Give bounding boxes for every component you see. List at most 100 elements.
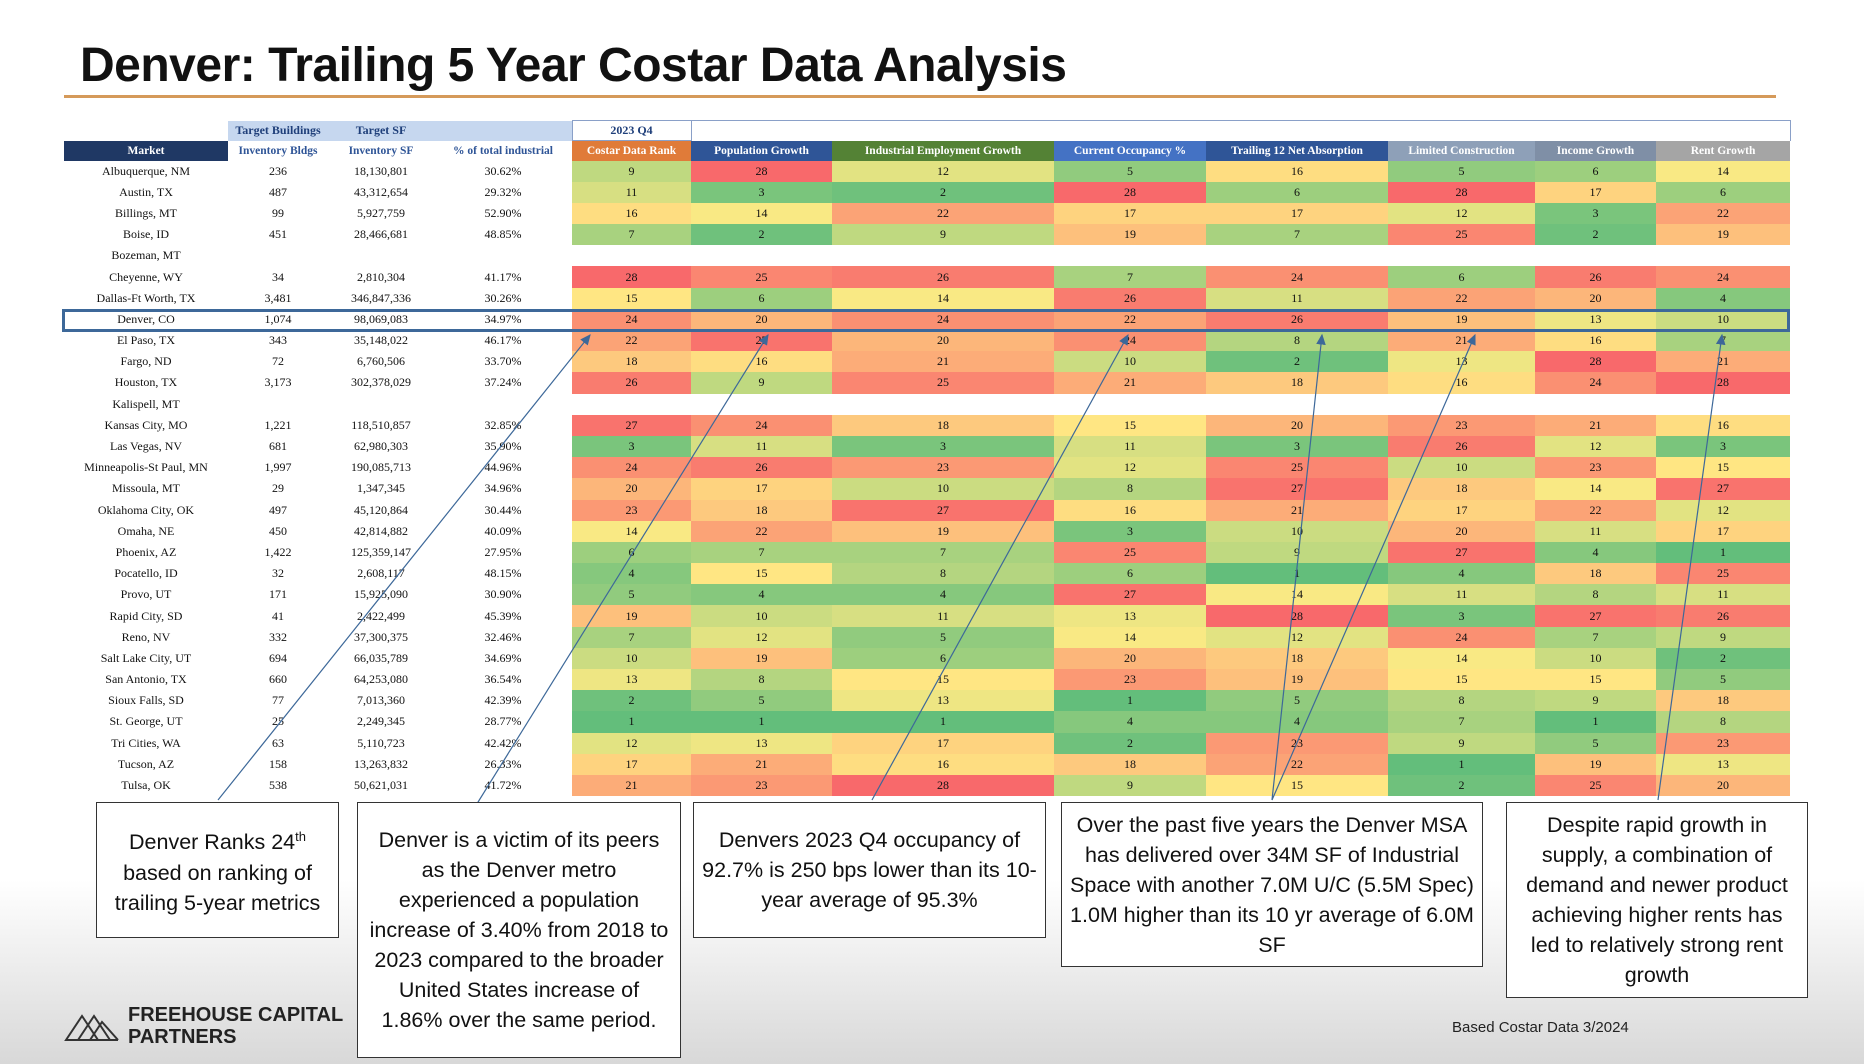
rank-cell: 8: [1388, 690, 1535, 712]
pct-industrial-cell: 34.96%: [484, 481, 522, 496]
inventory-sf-cell: 43,312,654: [354, 184, 408, 199]
rank-cell: 12: [1535, 435, 1656, 458]
rank-cell: 3: [832, 435, 1054, 458]
rank-cell: 11: [572, 181, 691, 203]
rank-cell: 11: [1054, 435, 1206, 458]
rank-cell: 26: [1206, 308, 1388, 330]
rank-cell: 12: [1054, 457, 1206, 479]
pct-industrial-cell: 41.72%: [484, 778, 522, 793]
rank-cell: 9: [1656, 626, 1791, 648]
rank-cell: 6: [832, 647, 1054, 669]
rank-cell: 14: [1206, 584, 1388, 606]
rank-cell: 10: [572, 647, 691, 669]
rank-cell: 24: [1535, 372, 1656, 394]
rank-cell: 22: [1054, 308, 1206, 330]
rank-cell: 17: [572, 753, 691, 775]
rank-cell: 3: [1206, 435, 1388, 458]
column-header: Market: [64, 140, 228, 161]
rank-cell: 10: [1656, 308, 1791, 330]
inventory-sf-cell: 2,249,345: [357, 714, 405, 729]
rank-cell: 28: [1535, 351, 1656, 373]
pct-industrial-cell: 30.90%: [484, 587, 522, 602]
inventory-bldgs-cell: [228, 245, 328, 267]
pct-industrial-cell: 48.15%: [484, 566, 522, 581]
rank-cell: 24: [572, 308, 691, 330]
pct-industrial-cell: 32.85%: [484, 417, 522, 432]
market-cell: Bozeman, MT: [64, 245, 228, 267]
pct-industrial-cell: 37.24%: [484, 375, 522, 390]
page-title: Denver: Trailing 5 Year Costar Data Anal…: [80, 39, 1067, 92]
inventory-bldgs-cell: 1,221: [264, 417, 292, 432]
pct-industrial-cell: 28.77%: [484, 714, 522, 729]
callout-denver-rank: Denver Ranks 24th based on ranking of tr…: [96, 802, 339, 938]
market-cell: Phoenix, AZ: [115, 544, 177, 559]
rank-cell: 9: [832, 224, 1054, 246]
market-cell: Dallas-Ft Worth, TX: [96, 290, 196, 305]
callout-population: Denver is a victim of its peers as the D…: [357, 802, 681, 1058]
logo-line-1: FREEHOUSE CAPITAL: [128, 1004, 344, 1026]
inventory-bldgs-cell: 236: [269, 163, 287, 178]
rank-cell: [1388, 393, 1535, 415]
rank-cell: 27: [691, 330, 832, 352]
market-cell: El Paso, TX: [116, 333, 176, 348]
column-header: Limited Construction: [1388, 140, 1535, 161]
rank-cell: 20: [1054, 647, 1206, 669]
pct-industrial-cell: [434, 245, 572, 267]
inventory-sf-cell: 6,760,506: [357, 354, 405, 369]
inventory-sf-cell: 18,130,801: [354, 163, 408, 178]
rank-cell: 11: [1388, 584, 1535, 606]
rank-cell: 19: [1206, 669, 1388, 691]
house-logo-icon: [64, 1014, 119, 1041]
rank-cell: 10: [691, 605, 832, 627]
inventory-sf-cell: 37,300,375: [354, 629, 408, 644]
rank-cell: 7: [1656, 330, 1791, 352]
market-cell: Oklahoma City, OK: [97, 502, 195, 517]
rank-cell: 24: [1656, 266, 1791, 288]
rank-cell: 7: [1054, 266, 1206, 288]
inventory-sf-cell: 125,359,147: [351, 544, 411, 559]
table-row: Houston, TX 3,173 302,378,029 37.24% 26 9 25 21…: [64, 372, 1791, 394]
rank-cell: 21: [1054, 372, 1206, 394]
inventory-bldgs-cell: 158: [269, 756, 287, 771]
rank-cell: 28: [1656, 372, 1791, 394]
pct-industrial-cell: 48.85%: [484, 227, 522, 242]
rank-cell: 20: [1206, 414, 1388, 436]
rank-cell: 17: [1535, 181, 1656, 203]
pct-industrial-cell: 29.32%: [484, 184, 522, 199]
group-header-row: Target Buildings Target SF 2023 Q4: [64, 120, 1791, 141]
rank-cell: 27: [1388, 541, 1535, 564]
rank-cell: 15: [1054, 414, 1206, 436]
market-cell: Austin, TX: [119, 184, 173, 199]
table-row: Missoula, MT 29 1,347,345 34.96% 20 17 10 8 27 18…: [64, 478, 1791, 500]
inventory-sf-cell: 2,608,117: [357, 566, 405, 581]
logo-line-2: PARTNERS: [128, 1026, 237, 1048]
rank-cell: 27: [832, 499, 1054, 521]
inventory-sf-cell: 5,927,759: [357, 205, 405, 220]
rank-cell: 5: [1054, 160, 1206, 182]
rank-cell: 24: [1054, 330, 1206, 352]
rank-cell: 20: [1656, 774, 1791, 797]
market-cell: Las Vegas, NV: [109, 439, 183, 454]
inventory-sf-cell: 42,814,882: [354, 523, 408, 538]
market-cell: Omaha, NE: [117, 523, 175, 538]
market-cell: San Antonio, TX: [105, 672, 187, 687]
rank-cell: 6: [1388, 266, 1535, 288]
market-cell: Kansas City, MO: [104, 417, 188, 432]
rank-cell: 23: [572, 499, 691, 521]
rank-cell: 18: [832, 414, 1054, 436]
rank-cell: 5: [832, 626, 1054, 648]
callout-rent: Despite rapid growth in supply, a combin…: [1506, 802, 1808, 998]
rank-cell: 3: [1388, 605, 1535, 627]
inventory-bldgs-cell: 1,074: [264, 311, 292, 326]
inventory-bldgs-cell: 332: [269, 629, 287, 644]
rank-cell: 11: [691, 435, 832, 458]
rank-cell: 25: [1388, 224, 1535, 246]
rank-cell: 14: [1535, 478, 1656, 500]
rank-cell: 11: [1656, 584, 1791, 606]
table-row: Salt Lake City, UT 694 66,035,789 34.69% 10 1…: [64, 647, 1791, 669]
table-row: Rapid City, SD 41 2,422,499 45.39% 19 10 11 13 2…: [64, 605, 1791, 627]
pct-industrial-cell: 42.42%: [484, 735, 522, 750]
rank-cell: 28: [1054, 181, 1206, 203]
rank-cell: 9: [1535, 690, 1656, 712]
column-header: Population Growth: [691, 140, 832, 161]
